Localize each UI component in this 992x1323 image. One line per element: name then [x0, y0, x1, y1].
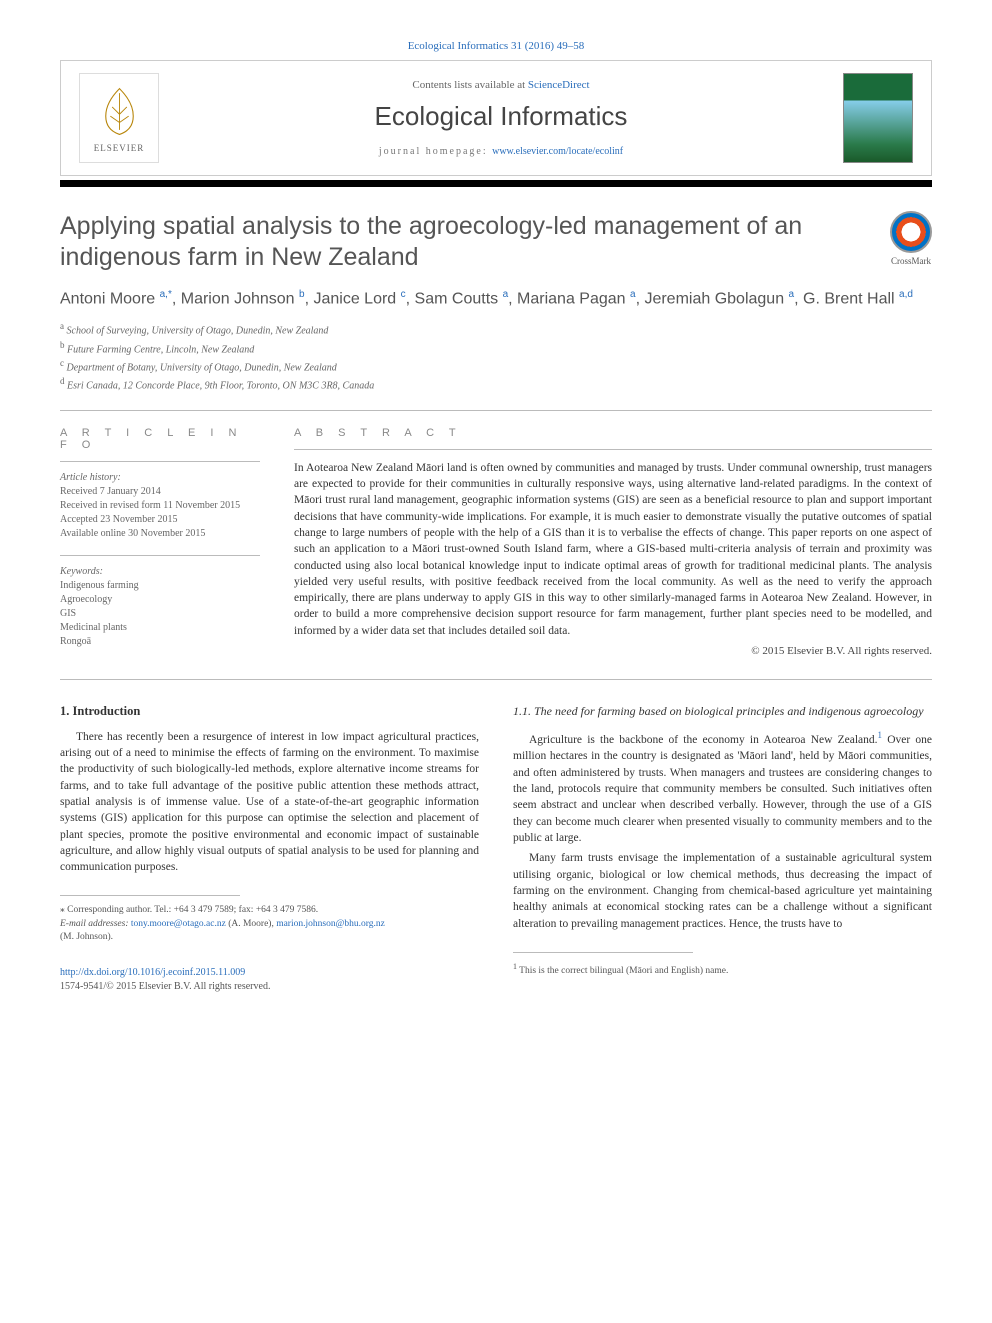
divider	[60, 410, 932, 411]
s11p1-pre: Agriculture is the backbone of the econo…	[529, 734, 878, 746]
doi-block: http://dx.doi.org/10.1016/j.ecoinf.2015.…	[60, 966, 479, 994]
corr-tel: Corresponding author. Tel.: +64 3 479 75…	[65, 905, 318, 915]
abstract-column: A B S T R A C T In Aotearoa New Zealand …	[294, 427, 932, 663]
abstract-heading: A B S T R A C T	[294, 427, 932, 439]
email-label: E-mail addresses:	[60, 919, 131, 929]
author-list: Antoni Moore a,*, Marion Johnson b, Jani…	[60, 288, 932, 311]
author-name: Antoni Moore	[60, 290, 160, 307]
author-affil-sup[interactable]: a,d	[899, 289, 913, 300]
author-name: , Jeremiah Gbolagun	[636, 290, 789, 307]
publisher-name: ELSEVIER	[94, 143, 145, 153]
footnote-rule	[513, 952, 693, 953]
keyword: Rongoā	[60, 635, 260, 649]
fn1-text: This is the correct bilingual (Māori and…	[517, 966, 728, 976]
homepage-link[interactable]: www.elsevier.com/locate/ecolinf	[492, 146, 623, 157]
affil-text: Future Farming Centre, Lincoln, New Zeal…	[65, 344, 255, 355]
elsevier-tree-icon	[92, 84, 147, 139]
crossmark-icon	[890, 211, 932, 253]
article-info-heading: A R T I C L E I N F O	[60, 427, 260, 451]
abstract-text: In Aotearoa New Zealand Māori land is of…	[294, 460, 932, 640]
doi-link[interactable]: http://dx.doi.org/10.1016/j.ecoinf.2015.…	[60, 967, 245, 978]
footnote-rule	[60, 895, 240, 896]
article-info-column: A R T I C L E I N F O Article history: R…	[60, 427, 260, 663]
author-affil-sup[interactable]: a,*	[160, 289, 172, 300]
intro-para1: There has recently been a resurgence of …	[60, 729, 479, 876]
sec11-para2: Many farm trusts envisage the implementa…	[513, 850, 932, 932]
corr-name2: (M. Johnson).	[60, 932, 113, 942]
author-name: , Janice Lord	[305, 290, 401, 307]
journal-header: ELSEVIER Contents lists available at Sci…	[60, 60, 932, 176]
history-line: Received 7 January 2014	[60, 485, 260, 499]
contents-prefix: Contents lists available at	[412, 79, 527, 91]
abstract-copyright: © 2015 Elsevier B.V. All rights reserved…	[294, 645, 932, 657]
author-name: , G. Brent Hall	[794, 290, 899, 307]
keyword: GIS	[60, 607, 260, 621]
author-name: , Mariana Pagan	[508, 290, 630, 307]
affil-text: School of Surveying, University of Otago…	[64, 326, 328, 337]
crossmark-widget[interactable]: CrossMark	[890, 211, 932, 266]
journal-homepage: journal homepage: www.elsevier.com/locat…	[159, 146, 843, 157]
history-label: Article history:	[60, 472, 260, 483]
info-divider	[60, 461, 260, 462]
keywords-label: Keywords:	[60, 566, 260, 577]
section-heading-intro: 1. Introduction	[60, 704, 479, 719]
footnote-1: 1 This is the correct bilingual (Māori a…	[513, 961, 932, 978]
abstract-divider	[294, 449, 932, 450]
info-divider	[60, 555, 260, 556]
history-line: Available online 30 November 2015	[60, 527, 260, 541]
journal-cover-thumbnail[interactable]	[843, 73, 913, 163]
crossmark-label: CrossMark	[891, 256, 931, 266]
divider	[60, 679, 932, 680]
affil-text: Department of Botany, University of Otag…	[64, 362, 337, 373]
affiliations: a School of Surveying, University of Ota…	[60, 320, 932, 393]
sec11-para1: Agriculture is the backbone of the econo…	[513, 729, 932, 846]
contents-line: Contents lists available at ScienceDirec…	[159, 79, 843, 91]
right-column: 1.1. The need for farming based on biolo…	[513, 704, 932, 995]
affil-text: Esri Canada, 12 Concorde Place, 9th Floo…	[65, 381, 375, 392]
corresponding-author: ⁎ Corresponding author. Tel.: +64 3 479 …	[60, 904, 479, 944]
article-title: Applying spatial analysis to the agroeco…	[60, 211, 820, 274]
keyword: Indigenous farming	[60, 579, 260, 593]
author-name: , Marion Johnson	[172, 290, 299, 307]
corr-email2[interactable]: marion.johnson@bhu.org.nz	[276, 919, 385, 929]
journal-name: Ecological Informatics	[159, 101, 843, 132]
history-line: Received in revised form 11 November 201…	[60, 499, 260, 513]
author-name: , Sam Coutts	[406, 290, 503, 307]
elsevier-logo[interactable]: ELSEVIER	[79, 73, 159, 163]
corr-email1[interactable]: tony.moore@otago.ac.nz	[131, 919, 226, 929]
journal-ref-top[interactable]: Ecological Informatics 31 (2016) 49–58	[60, 40, 932, 52]
corr-name1: (A. Moore),	[226, 919, 276, 929]
issn-line: 1574-9541/© 2015 Elsevier B.V. All right…	[60, 981, 270, 992]
s11p1-post: Over one million hectares in the country…	[513, 734, 932, 844]
left-column: 1. Introduction There has recently been …	[60, 704, 479, 995]
section-heading-11: 1.1. The need for farming based on biolo…	[513, 704, 932, 720]
history-line: Accepted 23 November 2015	[60, 513, 260, 527]
homepage-label: journal homepage:	[379, 146, 492, 157]
header-rule	[60, 180, 932, 187]
keyword: Agroecology	[60, 593, 260, 607]
keyword: Medicinal plants	[60, 621, 260, 635]
sciencedirect-link[interactable]: ScienceDirect	[528, 79, 590, 91]
